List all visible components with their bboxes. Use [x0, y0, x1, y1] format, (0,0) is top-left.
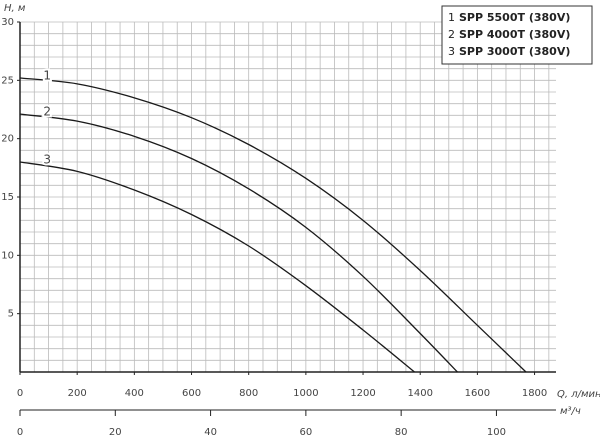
x-tick-label: 1800 [522, 388, 547, 399]
y-tick-label: 20 [1, 134, 14, 145]
curve-label: 1 [43, 69, 51, 83]
x-tick-label: 400 [125, 388, 144, 399]
y-tick-label: 10 [1, 250, 14, 261]
legend-number: 1 [448, 11, 455, 24]
curve [19, 161, 415, 373]
x2-tick-label: 20 [109, 427, 122, 438]
x-tick-label: 1000 [293, 388, 318, 399]
y-tick-label: 5 [8, 309, 14, 320]
legend-number: 2 [448, 28, 455, 41]
x-tick-label: 600 [182, 388, 201, 399]
x2-axis-label: м³/ч [560, 406, 581, 417]
y-tick-label: 25 [1, 75, 14, 86]
x-tick-label: 200 [68, 388, 87, 399]
y-tick-label: 30 [1, 17, 14, 28]
legend-box [441, 5, 593, 65]
x-tick-label: 1600 [465, 388, 490, 399]
x2-tick-label: 40 [204, 427, 217, 438]
legend-number: 3 [448, 45, 455, 58]
legend-label: SPP 4000T (380V) [459, 28, 570, 41]
x2-tick-label: 100 [487, 427, 506, 438]
x2-tick-label: 60 [299, 427, 312, 438]
legend-label: SPP 3000T (380V) [459, 45, 570, 58]
x2-tick-label: 0 [17, 427, 23, 438]
x-tick-label: 1200 [350, 388, 375, 399]
curve [19, 77, 527, 373]
x2-tick-label: 80 [395, 427, 408, 438]
y-axis-label: H, м [4, 3, 26, 14]
x-axis-label: Q, л/мин [557, 389, 600, 400]
y-tick-label: 15 [1, 192, 14, 203]
curve-label: 3 [43, 153, 51, 167]
legend-label: SPP 5500T (380V) [459, 11, 570, 24]
x-tick-label: 800 [239, 388, 258, 399]
x-tick-label: 0 [17, 388, 23, 399]
curve [19, 113, 458, 373]
curve-label: 2 [43, 105, 51, 119]
x-tick-label: 1400 [407, 388, 432, 399]
